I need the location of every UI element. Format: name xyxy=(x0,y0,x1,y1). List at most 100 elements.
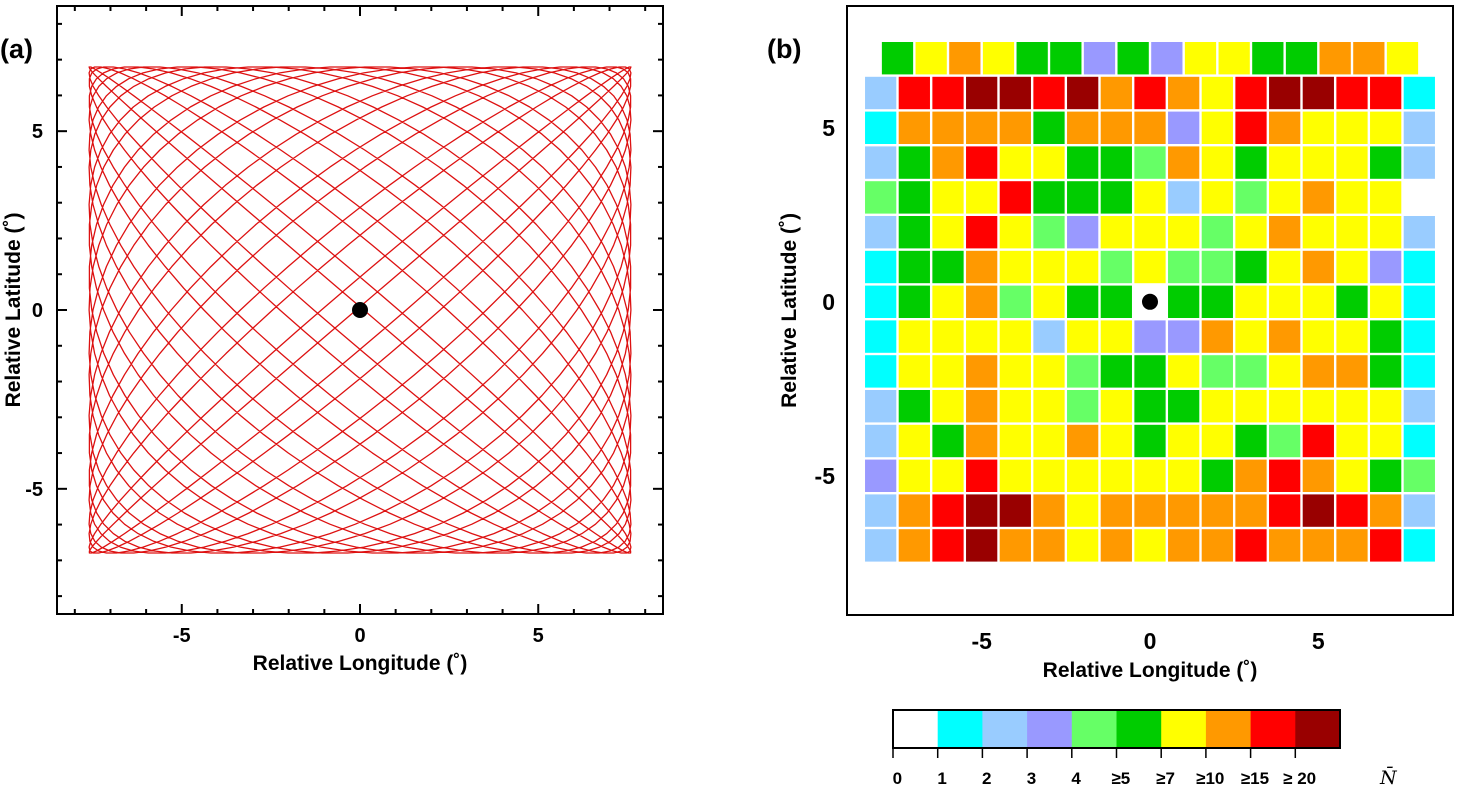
colorbar-box xyxy=(1116,710,1162,748)
heatmap-cell xyxy=(1100,529,1132,562)
heatmap-cell xyxy=(949,42,981,75)
panel-b-label: (b) xyxy=(767,34,801,64)
heatmap-cell xyxy=(1235,494,1267,527)
colorbar-label: ≥15 xyxy=(1241,769,1269,788)
heatmap-cell xyxy=(966,459,998,492)
heatmap-cell xyxy=(966,181,998,214)
center-point-a xyxy=(352,302,368,318)
heatmap-cell xyxy=(1302,424,1334,458)
heatmap-cell xyxy=(1134,459,1166,492)
heatmap-cell xyxy=(1235,390,1267,423)
panel-a: (a) -5 0 5 -5 0 5 Relative Longitude (˚) Rela… xyxy=(0,5,664,675)
heatmap-cell xyxy=(865,424,897,458)
panel-b-ticks: -5 0 5 -5 0 5 xyxy=(815,115,1325,654)
heatmap-cell xyxy=(1269,216,1301,249)
heatmap-cell xyxy=(1370,111,1402,144)
heatmap-cell xyxy=(1100,181,1132,214)
heatmap-cell xyxy=(1403,424,1435,458)
heatmap-cell xyxy=(1336,250,1368,284)
heatmap-cell xyxy=(966,216,998,249)
heatmap-cell xyxy=(1269,285,1301,318)
heatmap-cell xyxy=(898,250,930,284)
heatmap-cell xyxy=(1168,285,1200,318)
heatmap-cell xyxy=(1100,76,1132,110)
heatmap-cell xyxy=(1067,111,1099,144)
heatmap-cell xyxy=(966,390,998,423)
heatmap-cell xyxy=(999,459,1031,492)
scan-path-line xyxy=(88,66,632,554)
heatmap-cell xyxy=(1033,285,1065,318)
heatmap-cell xyxy=(999,250,1031,284)
heatmap-cell xyxy=(1235,355,1267,388)
heatmap-cell xyxy=(865,390,897,423)
heatmap-cell xyxy=(1033,76,1065,110)
heatmap-cell xyxy=(1269,355,1301,388)
heatmap-cell xyxy=(1370,494,1402,527)
heatmap-cell xyxy=(898,494,930,527)
panel-b-y-axis-label: Relative Latitude (˚) xyxy=(778,213,801,408)
heatmap-cell xyxy=(1269,146,1301,179)
heatmap-cell xyxy=(966,424,998,458)
colorbar-box xyxy=(982,710,1028,748)
heatmap-cell xyxy=(1302,529,1334,562)
heatmap-cell xyxy=(1201,424,1233,458)
colorbar-symbol: N̄ xyxy=(1379,766,1398,789)
heatmap-cell xyxy=(1067,285,1099,318)
heatmap-cell xyxy=(898,181,930,214)
heatmap-cell xyxy=(1067,250,1099,284)
heatmap-cell xyxy=(999,529,1031,562)
heatmap-cell xyxy=(966,111,998,144)
heatmap-cell xyxy=(966,285,998,318)
heatmap-cell xyxy=(1302,146,1334,179)
heatmap-cell xyxy=(1336,146,1368,179)
heatmap-cell xyxy=(1067,181,1099,214)
heatmap-cell xyxy=(898,390,930,423)
panel-a-label: (a) xyxy=(0,34,33,64)
heatmap-cell xyxy=(1336,494,1368,527)
heatmap-cell xyxy=(1370,355,1402,388)
heatmap-cell xyxy=(932,529,964,562)
heatmap-cell xyxy=(1100,250,1132,284)
heatmap-cell xyxy=(999,320,1031,353)
heatmap-cell xyxy=(1235,320,1267,353)
colorbar-label: 4 xyxy=(1071,769,1081,788)
heatmap-cell xyxy=(966,320,998,353)
heatmap-cell xyxy=(865,216,897,249)
x-tick-label: 0 xyxy=(1144,628,1157,654)
y-tick-label: 5 xyxy=(822,115,835,141)
heatmap-cell xyxy=(915,42,947,75)
y-tick-label: -5 xyxy=(25,479,43,501)
heatmap-cell xyxy=(932,320,964,353)
heatmap-cell xyxy=(865,146,897,179)
heatmap-cell xyxy=(898,529,930,562)
heatmap-cell xyxy=(1353,42,1385,75)
heatmap-cell xyxy=(1403,146,1435,179)
heatmap-cell xyxy=(898,355,930,388)
panel-b-frame xyxy=(846,5,1454,616)
colorbar-box xyxy=(1205,710,1252,748)
heatmap-cell xyxy=(1100,494,1132,527)
heatmap-cell xyxy=(1319,42,1351,75)
heatmap-cell xyxy=(1403,216,1435,249)
heatmap-cell xyxy=(1336,390,1368,423)
heatmap-cell xyxy=(1201,76,1233,110)
heatmap-cell xyxy=(1201,216,1233,249)
heatmap-cell xyxy=(932,216,964,249)
heatmap-cell xyxy=(1033,424,1065,458)
heatmap-cell xyxy=(1168,181,1200,214)
heatmap-cell xyxy=(1083,42,1116,75)
x-tick-label: 0 xyxy=(354,625,365,647)
heatmap-cell xyxy=(1269,459,1301,492)
colorbar-boxes xyxy=(893,710,1341,748)
heatmap-cell xyxy=(898,285,930,318)
heatmap-cell xyxy=(1134,390,1166,423)
heatmap-cell xyxy=(1100,390,1132,423)
heatmap-cell xyxy=(999,76,1031,110)
x-tick-label: 5 xyxy=(533,625,544,647)
panel-a-y-axis-label: Relative Latitude (˚) xyxy=(2,213,25,408)
heatmap-cell xyxy=(982,42,1015,75)
heatmap-cell xyxy=(1386,42,1419,75)
heatmap-cell xyxy=(1403,320,1435,353)
colorbar-label: ≥ 20 xyxy=(1283,769,1316,788)
heatmap-cell xyxy=(1033,355,1065,388)
